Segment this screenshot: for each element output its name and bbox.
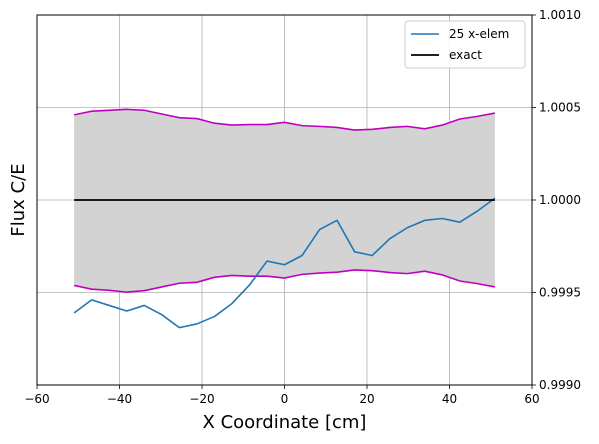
legend-box xyxy=(404,20,526,69)
x-axis-title: X Coordinate [cm] xyxy=(203,412,367,433)
y-tick-label: 0.9990 xyxy=(539,378,581,392)
series-lines xyxy=(73,197,496,329)
y-tick-label: 0.9995 xyxy=(539,286,581,300)
y-tick-label: 1.0000 xyxy=(539,193,581,207)
x-tick-label: 60 xyxy=(524,392,539,406)
series-line-25-x-elem xyxy=(73,197,496,329)
y-axis-ticks: 0.9990 0.9995 1.0000 1.0005 1.0010 xyxy=(532,8,581,392)
y-tick-label: 1.0010 xyxy=(539,8,581,22)
band-lower-edge xyxy=(73,269,496,293)
legend: 25 x-elem exact xyxy=(404,20,526,69)
x-tick-label: 40 xyxy=(442,392,457,406)
band-upper-edge xyxy=(73,108,496,131)
x-tick-label: −20 xyxy=(189,392,214,406)
y-tick-label: 1.0005 xyxy=(539,101,581,115)
legend-label-25-x-elem: 25 x-elem xyxy=(449,27,509,41)
x-tick-label: 0 xyxy=(281,392,289,406)
x-tick-label: −40 xyxy=(107,392,132,406)
x-tick-label: −60 xyxy=(24,392,49,406)
y-axis-title: Flux C/E xyxy=(8,163,29,236)
x-axis-ticks: −60 −40 −20 0 20 40 60 xyxy=(24,385,540,406)
x-tick-label: 20 xyxy=(359,392,374,406)
legend-label-exact: exact xyxy=(449,48,482,62)
